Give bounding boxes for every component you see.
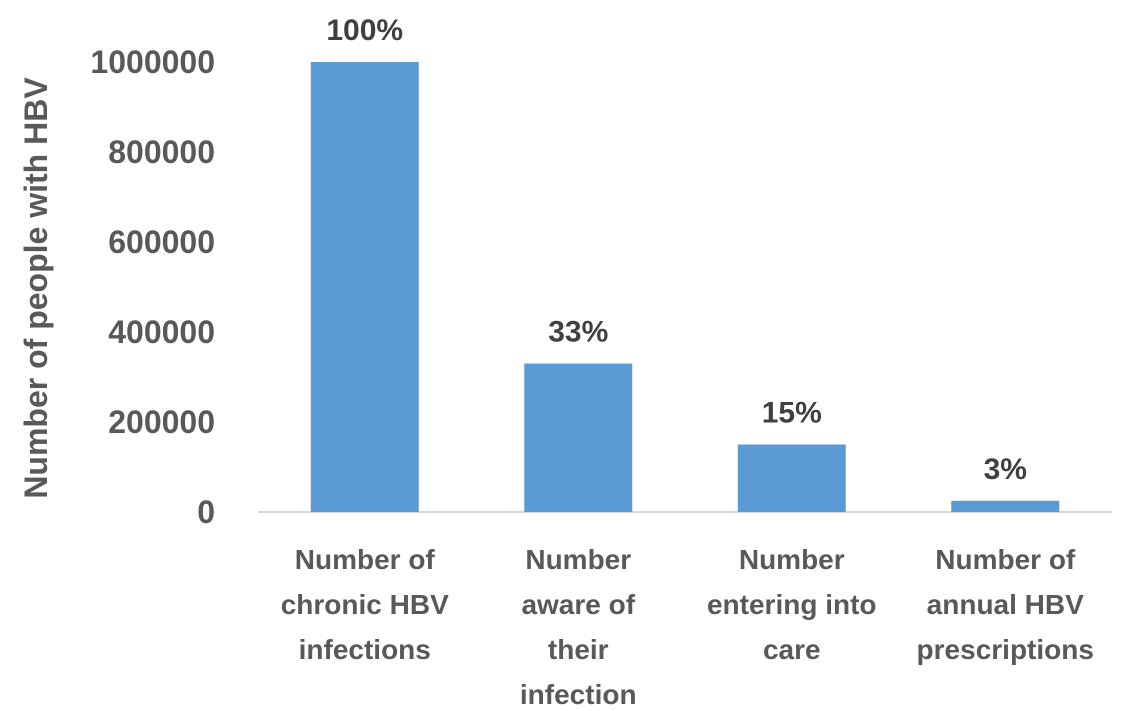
category-label-line: infections [299,634,431,665]
category-label-line: infection [520,679,637,710]
category-label-line: Number of [295,544,436,575]
category-label-line: Number [739,544,845,575]
category-label: Number entering into care [707,544,877,665]
category-label-line: aware of [521,589,635,620]
category-label-line: prescriptions [917,634,1094,665]
data-label: 15% [762,397,822,430]
bar [737,444,846,512]
category-label-line: chronic HBV [281,589,449,620]
y-tick-label: 400000 [108,314,215,350]
y-tick-label: 800000 [108,134,215,170]
category-label-line: annual HBV [927,589,1084,620]
category-label-line: Number of [935,544,1076,575]
category-label-line: Number [525,544,631,575]
category-label-line: care [763,634,821,665]
data-label: 33% [548,316,608,349]
bar [524,363,633,512]
y-tick-label: 200000 [108,404,215,440]
y-tick-label: 0 [197,494,215,530]
category-label: Number of annual HBV prescriptions [917,544,1094,665]
category-label-line: entering into [707,589,877,620]
bar [310,62,419,512]
data-label: 100% [326,14,403,47]
bar [951,500,1060,512]
data-label: 3% [984,453,1027,486]
category-label: Number of chronic HBV infections [281,544,449,665]
category-label-line: their [548,634,609,665]
y-axis-label: Number of people with HBV [18,77,54,499]
y-tick-label: 600000 [108,224,215,260]
category-label: Number aware of their infection [520,544,637,710]
y-tick-label: 1000000 [90,44,215,80]
